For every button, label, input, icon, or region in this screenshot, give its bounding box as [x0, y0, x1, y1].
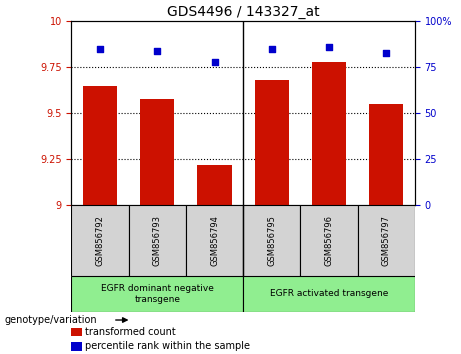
Point: [268, 46, 276, 52]
Point: [325, 44, 333, 50]
Bar: [197, 165, 232, 205]
Bar: [254, 80, 289, 205]
Bar: [83, 86, 117, 205]
Text: genotype/variation: genotype/variation: [5, 315, 97, 325]
Text: GSM856795: GSM856795: [267, 215, 276, 266]
Bar: [71, 276, 243, 312]
Title: GDS4496 / 143327_at: GDS4496 / 143327_at: [167, 5, 319, 19]
Text: GSM856792: GSM856792: [95, 215, 105, 266]
Text: GSM856796: GSM856796: [325, 215, 334, 266]
Bar: [358, 205, 415, 276]
Bar: [71, 328, 82, 336]
Point: [154, 48, 161, 53]
Bar: [243, 276, 415, 312]
Bar: [369, 104, 403, 205]
Point: [211, 59, 218, 64]
Bar: [186, 205, 243, 276]
Text: transformed count: transformed count: [85, 327, 176, 337]
Point: [96, 46, 104, 52]
Bar: [71, 205, 129, 276]
Bar: [243, 205, 301, 276]
Text: percentile rank within the sample: percentile rank within the sample: [85, 341, 250, 352]
Bar: [71, 342, 82, 350]
Text: GSM856793: GSM856793: [153, 215, 162, 266]
Bar: [312, 62, 346, 205]
Bar: [301, 205, 358, 276]
Bar: [129, 205, 186, 276]
Bar: [140, 98, 174, 205]
Point: [383, 50, 390, 55]
Text: GSM856794: GSM856794: [210, 215, 219, 266]
Text: EGFR dominant negative
transgene: EGFR dominant negative transgene: [101, 284, 214, 304]
Text: EGFR activated transgene: EGFR activated transgene: [270, 289, 388, 298]
Text: GSM856797: GSM856797: [382, 215, 391, 266]
